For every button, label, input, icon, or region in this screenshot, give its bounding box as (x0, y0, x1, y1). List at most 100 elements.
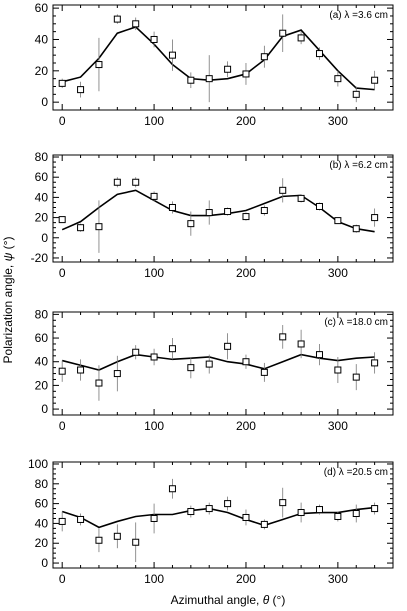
x-tick-label: 100 (144, 266, 164, 280)
data-point (58, 79, 66, 87)
y-tick-label: 40 (35, 190, 49, 204)
panel-1: 0 100 200 300 0 20 40 60 (a) λ =3.6 cm (35, 1, 394, 128)
y-tick-label: 20 (35, 211, 49, 225)
data-point (113, 532, 121, 540)
y-tick-label: 40 (35, 516, 49, 530)
data-point (150, 353, 158, 361)
data-point (77, 366, 85, 374)
data-point (205, 209, 213, 217)
data-point (334, 217, 342, 225)
y-tick-label: -20 (31, 251, 49, 265)
model-curve (61, 189, 375, 233)
panel-label-value: =20.5 cm (344, 467, 388, 478)
x-tick-label: 100 (144, 114, 164, 128)
panel-label: (a) λ =3.6 cm (329, 10, 388, 21)
data-point (371, 214, 379, 222)
y-tick-label: 60 (35, 331, 49, 345)
panel-label: (b) λ =6.2 cm (329, 160, 388, 171)
panel-label-prefix: (a) λ (329, 10, 349, 21)
data-point (315, 506, 323, 514)
data-point (260, 368, 268, 376)
data-point (168, 203, 176, 211)
data-point (224, 65, 232, 73)
data-point (132, 348, 140, 356)
data-point (113, 178, 121, 186)
y-tick-label: 20 (35, 64, 49, 78)
x-tick-label: 0 (59, 419, 66, 433)
model-curve (61, 506, 375, 529)
data-point (352, 90, 360, 98)
data-point (95, 223, 103, 231)
data-point (352, 225, 360, 233)
y-tick-label: 0 (41, 556, 48, 570)
y-tick-label: 40 (35, 32, 49, 46)
panel-label-prefix: (c) λ (324, 317, 343, 328)
data-point (224, 208, 232, 216)
data-point (242, 213, 250, 221)
data-point (334, 512, 342, 520)
y-tick-label: 80 (35, 477, 49, 491)
y-tick-label: 0 (41, 402, 48, 416)
y-tick-label: 60 (35, 170, 49, 184)
data-point (113, 15, 121, 23)
data-point (334, 366, 342, 374)
data-point (187, 364, 195, 372)
x-tick-label: 200 (236, 572, 256, 586)
data-point (315, 202, 323, 210)
data-point (279, 499, 287, 507)
data-point (95, 61, 103, 69)
data-point (260, 207, 268, 215)
x-tick-label: 300 (328, 572, 348, 586)
x-tick-label: 0 (59, 114, 66, 128)
data-point (168, 51, 176, 59)
data-point (242, 513, 250, 521)
panel-2: 0 100 200 300 -20 0 20 40 60 80 (b) λ =6.2 cm (31, 150, 394, 280)
data-point (150, 192, 158, 200)
data-point (371, 505, 379, 513)
plot-frame (52, 311, 394, 416)
y-tick-label: 0 (41, 95, 48, 109)
data-point (315, 351, 323, 359)
y-tick-label: 0 (41, 231, 48, 245)
plot-frame (52, 461, 394, 569)
y-tick-label: 80 (35, 307, 49, 321)
x-tick-label: 200 (236, 266, 256, 280)
data-point (132, 178, 140, 186)
data-point (205, 360, 213, 368)
data-point (132, 538, 140, 546)
data-point (205, 75, 213, 83)
y-tick-label: 60 (35, 497, 49, 511)
data-point (132, 20, 140, 28)
data-point (224, 500, 232, 508)
x-tick-label: 0 (59, 572, 66, 586)
panel-label-value: =3.6 cm (349, 10, 388, 21)
x-tick-label: 300 (328, 266, 348, 280)
data-point (187, 220, 195, 228)
x-tick-label: 200 (236, 419, 256, 433)
data-point (297, 509, 305, 517)
data-point (168, 345, 176, 353)
data-point (279, 29, 287, 37)
data-point (334, 75, 342, 83)
data-point (113, 370, 121, 378)
data-point (242, 70, 250, 78)
data-point (205, 505, 213, 513)
x-tick-label: 0 (59, 266, 66, 280)
data-point (371, 76, 379, 84)
data-point (279, 333, 287, 341)
data-point (95, 379, 103, 387)
data-point (77, 224, 85, 232)
y-axis-title: Polarization angle, ψ (°) (1, 237, 15, 364)
y-tick-label: 100 (28, 457, 48, 471)
x-axis-title: Azimuthal angle, θ (°) (171, 593, 286, 607)
data-point (297, 340, 305, 348)
data-point (58, 367, 66, 375)
y-tick-label: 20 (35, 378, 49, 392)
data-point (352, 373, 360, 381)
data-point (297, 34, 305, 42)
panel-4: 0 100 200 300 0 20 40 60 80 100 (d) λ =20.5 cm (28, 457, 394, 586)
x-tick-label: 100 (144, 572, 164, 586)
y-tick-label: 60 (35, 1, 49, 15)
panel-label-value: =18.0 cm (344, 317, 388, 328)
